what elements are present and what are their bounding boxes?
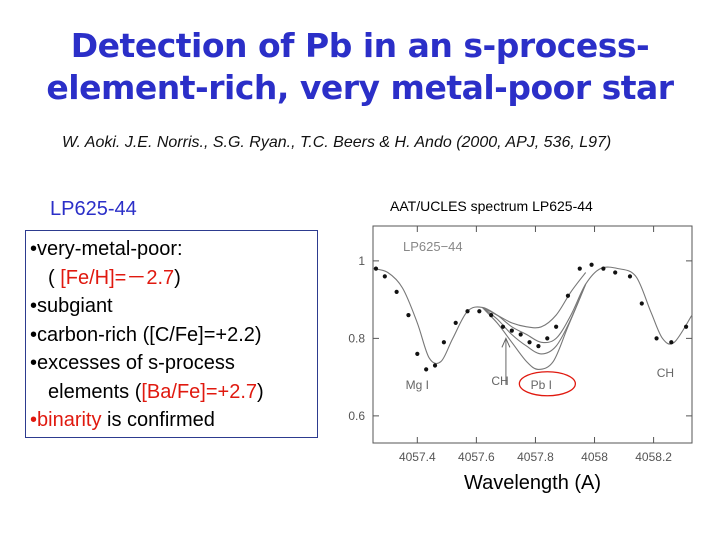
x-tick-label: 4057.6 xyxy=(458,450,495,464)
line-annotation: Pb I xyxy=(531,378,552,392)
synthetic-spectrum-line-1 xyxy=(372,266,693,365)
x-axis-label: Wavelength (A) xyxy=(464,472,601,494)
property-s-process: •excesses of s-process xyxy=(30,352,235,374)
observed-data-point xyxy=(382,274,387,279)
observed-data-point xyxy=(601,266,606,271)
observed-data-point xyxy=(639,301,644,306)
property-subgiant: •subgiant xyxy=(30,295,113,317)
observed-data-point xyxy=(477,309,482,314)
feature-arrow-head xyxy=(501,337,511,348)
observed-data-point xyxy=(509,328,514,333)
observed-data-point xyxy=(500,324,506,329)
observed-data-point xyxy=(589,262,594,267)
panel-label: LP625−44 xyxy=(403,239,463,254)
observed-data-point xyxy=(669,340,674,345)
observed-data-point xyxy=(554,324,559,329)
pb-highlight-ellipse xyxy=(518,371,577,397)
fe-h-value: [Fe/H]=－2.7 xyxy=(60,266,175,289)
observed-data-point xyxy=(683,324,689,329)
observed-data-point xyxy=(406,313,411,318)
slide-title-line-2: element-rich, very metal-poor star xyxy=(46,68,674,107)
paren-close: ) xyxy=(174,266,181,289)
observed-data-point xyxy=(613,270,618,275)
synthetic-spectrum-line-4 xyxy=(482,272,587,329)
property-metal-poor: •very-metal-poor: xyxy=(30,238,183,260)
observed-data-point xyxy=(453,320,458,325)
observed-data-point xyxy=(518,332,523,337)
observed-data-point xyxy=(424,367,429,372)
observed-data-point xyxy=(432,363,438,368)
observed-data-point xyxy=(536,344,541,349)
property-binarity: •binarity is confirmed xyxy=(30,406,317,435)
observed-data-point xyxy=(373,266,379,271)
line-annotation: Mg I xyxy=(406,378,429,392)
y-tick-label: 1 xyxy=(358,254,365,268)
observed-data-point xyxy=(527,340,532,345)
binarity-rest: is confirmed xyxy=(101,409,215,431)
property-fe-h: ( [Fe/H]=－2.7) xyxy=(30,264,317,293)
star-name: LP625-44 xyxy=(50,198,137,220)
synthetic-spectrum-line-2 xyxy=(481,283,587,355)
y-tick-label: 0.8 xyxy=(348,331,365,345)
chart-title: AAT/UCLES spectrum LP625-44 xyxy=(390,198,593,214)
property-ba-fe: elements ([Ba/Fe]=+2.7) xyxy=(30,378,317,407)
ba-fe-value: [Ba/Fe]=+2.7 xyxy=(141,380,258,403)
elements-open: elements ( xyxy=(48,380,142,403)
x-tick-label: 4057.4 xyxy=(399,450,436,464)
elements-close: ) xyxy=(257,380,264,403)
observed-data-point xyxy=(415,351,420,356)
observed-data-point xyxy=(441,340,446,345)
x-tick-label: 4058.2 xyxy=(635,450,672,464)
properties-box: •very-metal-poor: ( [Fe/H]=－2.7) •subgia… xyxy=(25,230,318,438)
x-tick-label: 4057.8 xyxy=(517,450,554,464)
observed-data-point xyxy=(545,336,550,341)
plot-frame xyxy=(372,225,693,444)
line-annotation: CH xyxy=(491,374,508,388)
observed-data-point xyxy=(577,266,582,271)
x-tick-label: 4058 xyxy=(581,450,608,464)
observed-data-point xyxy=(489,313,494,318)
observed-data-point xyxy=(654,336,659,341)
line-annotation: CH xyxy=(657,366,674,380)
property-carbon-rich: •carbon-rich ([C/Fe]=+2.2) xyxy=(30,323,262,346)
binarity-label: •binarity xyxy=(30,409,102,431)
observed-data-point xyxy=(627,274,633,279)
observed-data-point xyxy=(565,293,571,298)
observed-data-point xyxy=(394,289,399,294)
paren-open: ( xyxy=(48,266,61,289)
y-tick-label: 0.6 xyxy=(348,409,365,423)
citation: W. Aoki. J.E. Norris., S.G. Ryan., T.C. … xyxy=(62,134,612,151)
slide-title-line-1: Detection of Pb in an s-process- xyxy=(70,26,650,65)
observed-data-point xyxy=(465,309,470,314)
synthetic-spectrum-line-3 xyxy=(481,283,587,370)
